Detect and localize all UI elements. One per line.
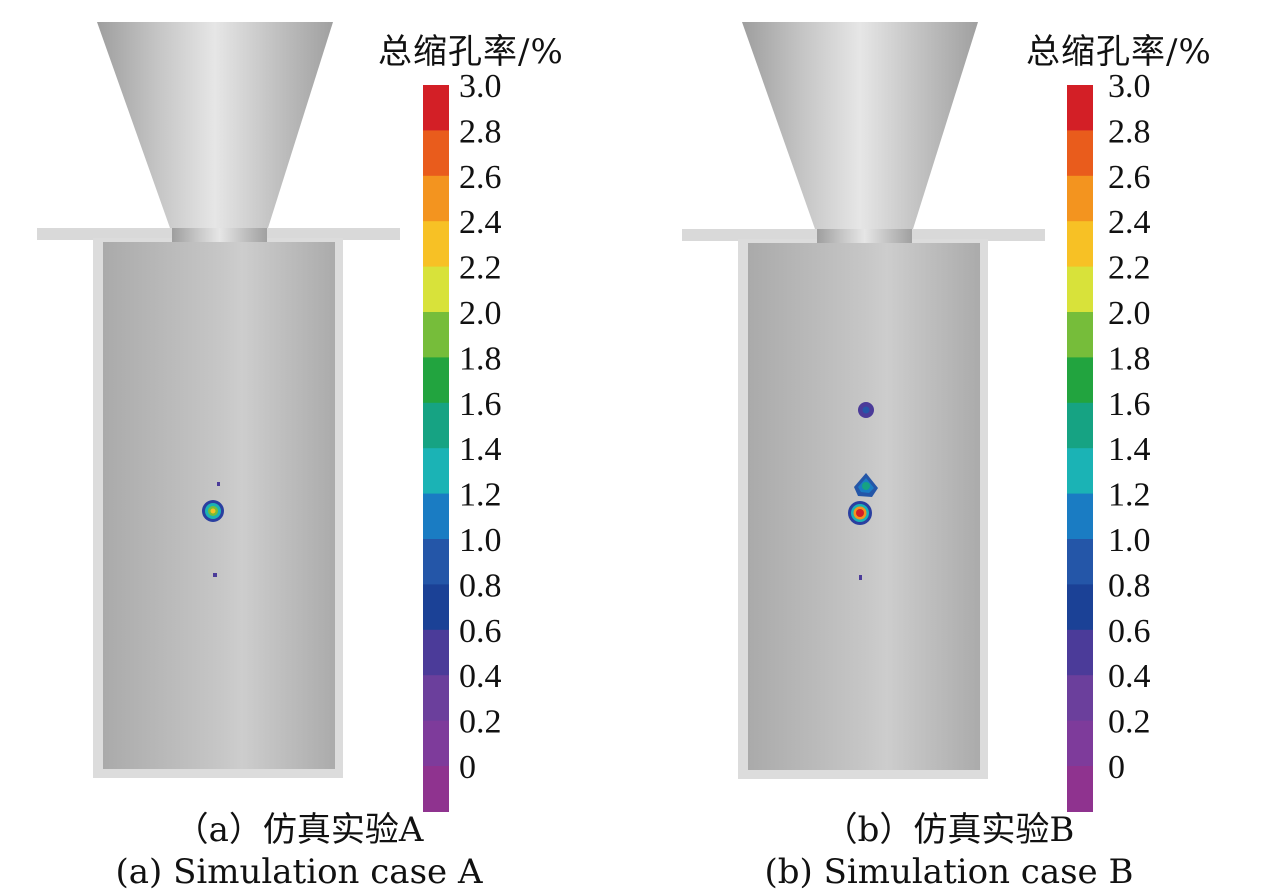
colorbar-swatch xyxy=(423,539,449,585)
colorbar-tick-label: 2.4 xyxy=(459,204,502,241)
casting-diagram-b: 3.0 2.8 2.6 2.4 2.2 2.0 1.8 1.6 1.4 1.2 1.0 0.8 0.6 0… xyxy=(682,22,1151,812)
caption-en: (a) Simulation case A xyxy=(115,852,483,892)
colorbar-swatch xyxy=(423,130,449,177)
colorbar-tick-label: 1.4 xyxy=(459,431,502,468)
colorbar-swatch xyxy=(1067,130,1093,177)
colorbar-swatch xyxy=(423,85,449,131)
colorbar-tick-label: 0.2 xyxy=(459,704,502,741)
caption-en: (b) Simulation case B xyxy=(764,852,1134,892)
colorbar-tick-label: 0.8 xyxy=(1108,567,1151,604)
colorbar-swatch xyxy=(1067,85,1093,131)
porosity-spot xyxy=(848,501,872,525)
colorbar-swatch xyxy=(423,493,449,540)
colorbar-swatch xyxy=(423,312,449,358)
colorbar-swatch xyxy=(423,221,449,268)
colorbar-swatch xyxy=(1067,675,1093,722)
colorbar-swatch xyxy=(423,584,449,631)
colorbar-swatch xyxy=(423,629,449,676)
colorbar-title: 总缩孔率/% xyxy=(1026,32,1212,72)
colorbar-swatch xyxy=(1067,402,1093,449)
colorbar-swatch xyxy=(1067,357,1093,404)
colorbar-swatch xyxy=(1067,448,1093,495)
colorbar-title: 总缩孔率/% xyxy=(378,32,564,72)
pouring-funnel xyxy=(742,22,978,229)
porosity-spot xyxy=(854,473,878,497)
caption-cn: （a）仿真实验A xyxy=(174,810,424,850)
colorbar-tick-label: 2.0 xyxy=(1108,295,1151,332)
colorbar-tick-label: 0.6 xyxy=(459,613,502,650)
casting-diagram-a: 3.0 2.8 2.6 2.4 2.2 2.0 1.8 1.6 1.4 1.2 1.0 0.8 0.6 0… xyxy=(37,22,502,812)
colorbar-tick-label: 1.2 xyxy=(1108,477,1151,514)
colorbar-tick-label: 0.4 xyxy=(459,658,502,695)
colorbar-a: 3.0 2.8 2.6 2.4 2.2 2.0 1.8 1.6 1.4 1.2 1.0 0.8 0.6 0… xyxy=(423,68,502,812)
colorbar-swatch xyxy=(423,402,449,449)
colorbar-swatch xyxy=(1067,539,1093,585)
colorbar-tick-label: 0 xyxy=(1108,749,1125,786)
colorbar-swatch xyxy=(423,357,449,404)
colorbar-b: 3.0 2.8 2.6 2.4 2.2 2.0 1.8 1.6 1.4 1.2 1.0 0.8 0.6 0… xyxy=(1067,68,1151,812)
pouring-funnel xyxy=(97,22,333,228)
colorbar-swatch xyxy=(1067,493,1093,540)
caption-cn: （b）仿真实验B xyxy=(823,810,1075,850)
colorbar-tick-label: 3.0 xyxy=(459,68,502,105)
colorbar-tick-label: 1.0 xyxy=(459,522,502,559)
colorbar-swatch xyxy=(423,720,449,767)
colorbar-swatch xyxy=(423,175,449,222)
colorbar-tick-label: 2.0 xyxy=(459,295,502,332)
colorbar-tick-label: 0.8 xyxy=(459,567,502,604)
porosity-speck xyxy=(213,573,217,577)
funnel-neck xyxy=(172,226,267,242)
colorbar-swatch xyxy=(1067,720,1093,767)
panel-a: 3.0 2.8 2.6 2.4 2.2 2.0 1.8 1.6 1.4 1.2 1.0 0.8 0.6 0… xyxy=(37,22,564,892)
colorbar-tick-label: 2.2 xyxy=(1108,250,1151,287)
colorbar-tick-label: 0.4 xyxy=(1108,658,1151,695)
colorbar-swatch xyxy=(1067,584,1093,631)
funnel-neck xyxy=(817,227,912,243)
porosity-spot xyxy=(202,500,224,522)
colorbar-tick-label: 1.4 xyxy=(1108,431,1151,468)
colorbar-tick-label: 2.6 xyxy=(1108,159,1151,196)
colorbar-tick-label: 2.4 xyxy=(1108,204,1151,241)
colorbar-swatch xyxy=(1067,175,1093,222)
colorbar-swatch xyxy=(1067,266,1093,313)
colorbar-tick-label: 1.8 xyxy=(1108,340,1151,377)
colorbar-tick-label: 2.6 xyxy=(459,159,502,196)
colorbar-tick-label: 3.0 xyxy=(1108,68,1151,105)
colorbar-tick-label: 0 xyxy=(459,749,476,786)
colorbar-swatch xyxy=(1067,312,1093,358)
porosity-speck xyxy=(217,482,220,486)
panel-b: 3.0 2.8 2.6 2.4 2.2 2.0 1.8 1.6 1.4 1.2 1.0 0.8 0.6 0… xyxy=(638,0,1276,896)
colorbar-tick-label: 2.8 xyxy=(459,113,502,150)
colorbar-swatch xyxy=(1067,221,1093,268)
colorbar-tick-label: 1.8 xyxy=(459,340,502,377)
porosity-speck xyxy=(859,575,862,580)
porosity-spot xyxy=(858,402,874,418)
colorbar-tick-label: 2.2 xyxy=(459,250,502,287)
colorbar-swatch xyxy=(423,448,449,495)
colorbar-tick-label: 1.6 xyxy=(459,386,502,423)
colorbar-swatch xyxy=(423,675,449,722)
colorbar-tick-label: 1.0 xyxy=(1108,522,1151,559)
colorbar-tick-label: 2.8 xyxy=(1108,113,1151,150)
colorbar-swatch xyxy=(1067,629,1093,676)
colorbar-tick-label: 1.6 xyxy=(1108,386,1151,423)
colorbar-tick-label: 0.2 xyxy=(1108,704,1151,741)
colorbar-tick-label: 1.2 xyxy=(459,477,502,514)
colorbar-swatch xyxy=(423,766,449,812)
colorbar-swatch xyxy=(423,266,449,313)
colorbar-tick-label: 0.6 xyxy=(1108,613,1151,650)
colorbar-swatch xyxy=(1067,766,1093,812)
